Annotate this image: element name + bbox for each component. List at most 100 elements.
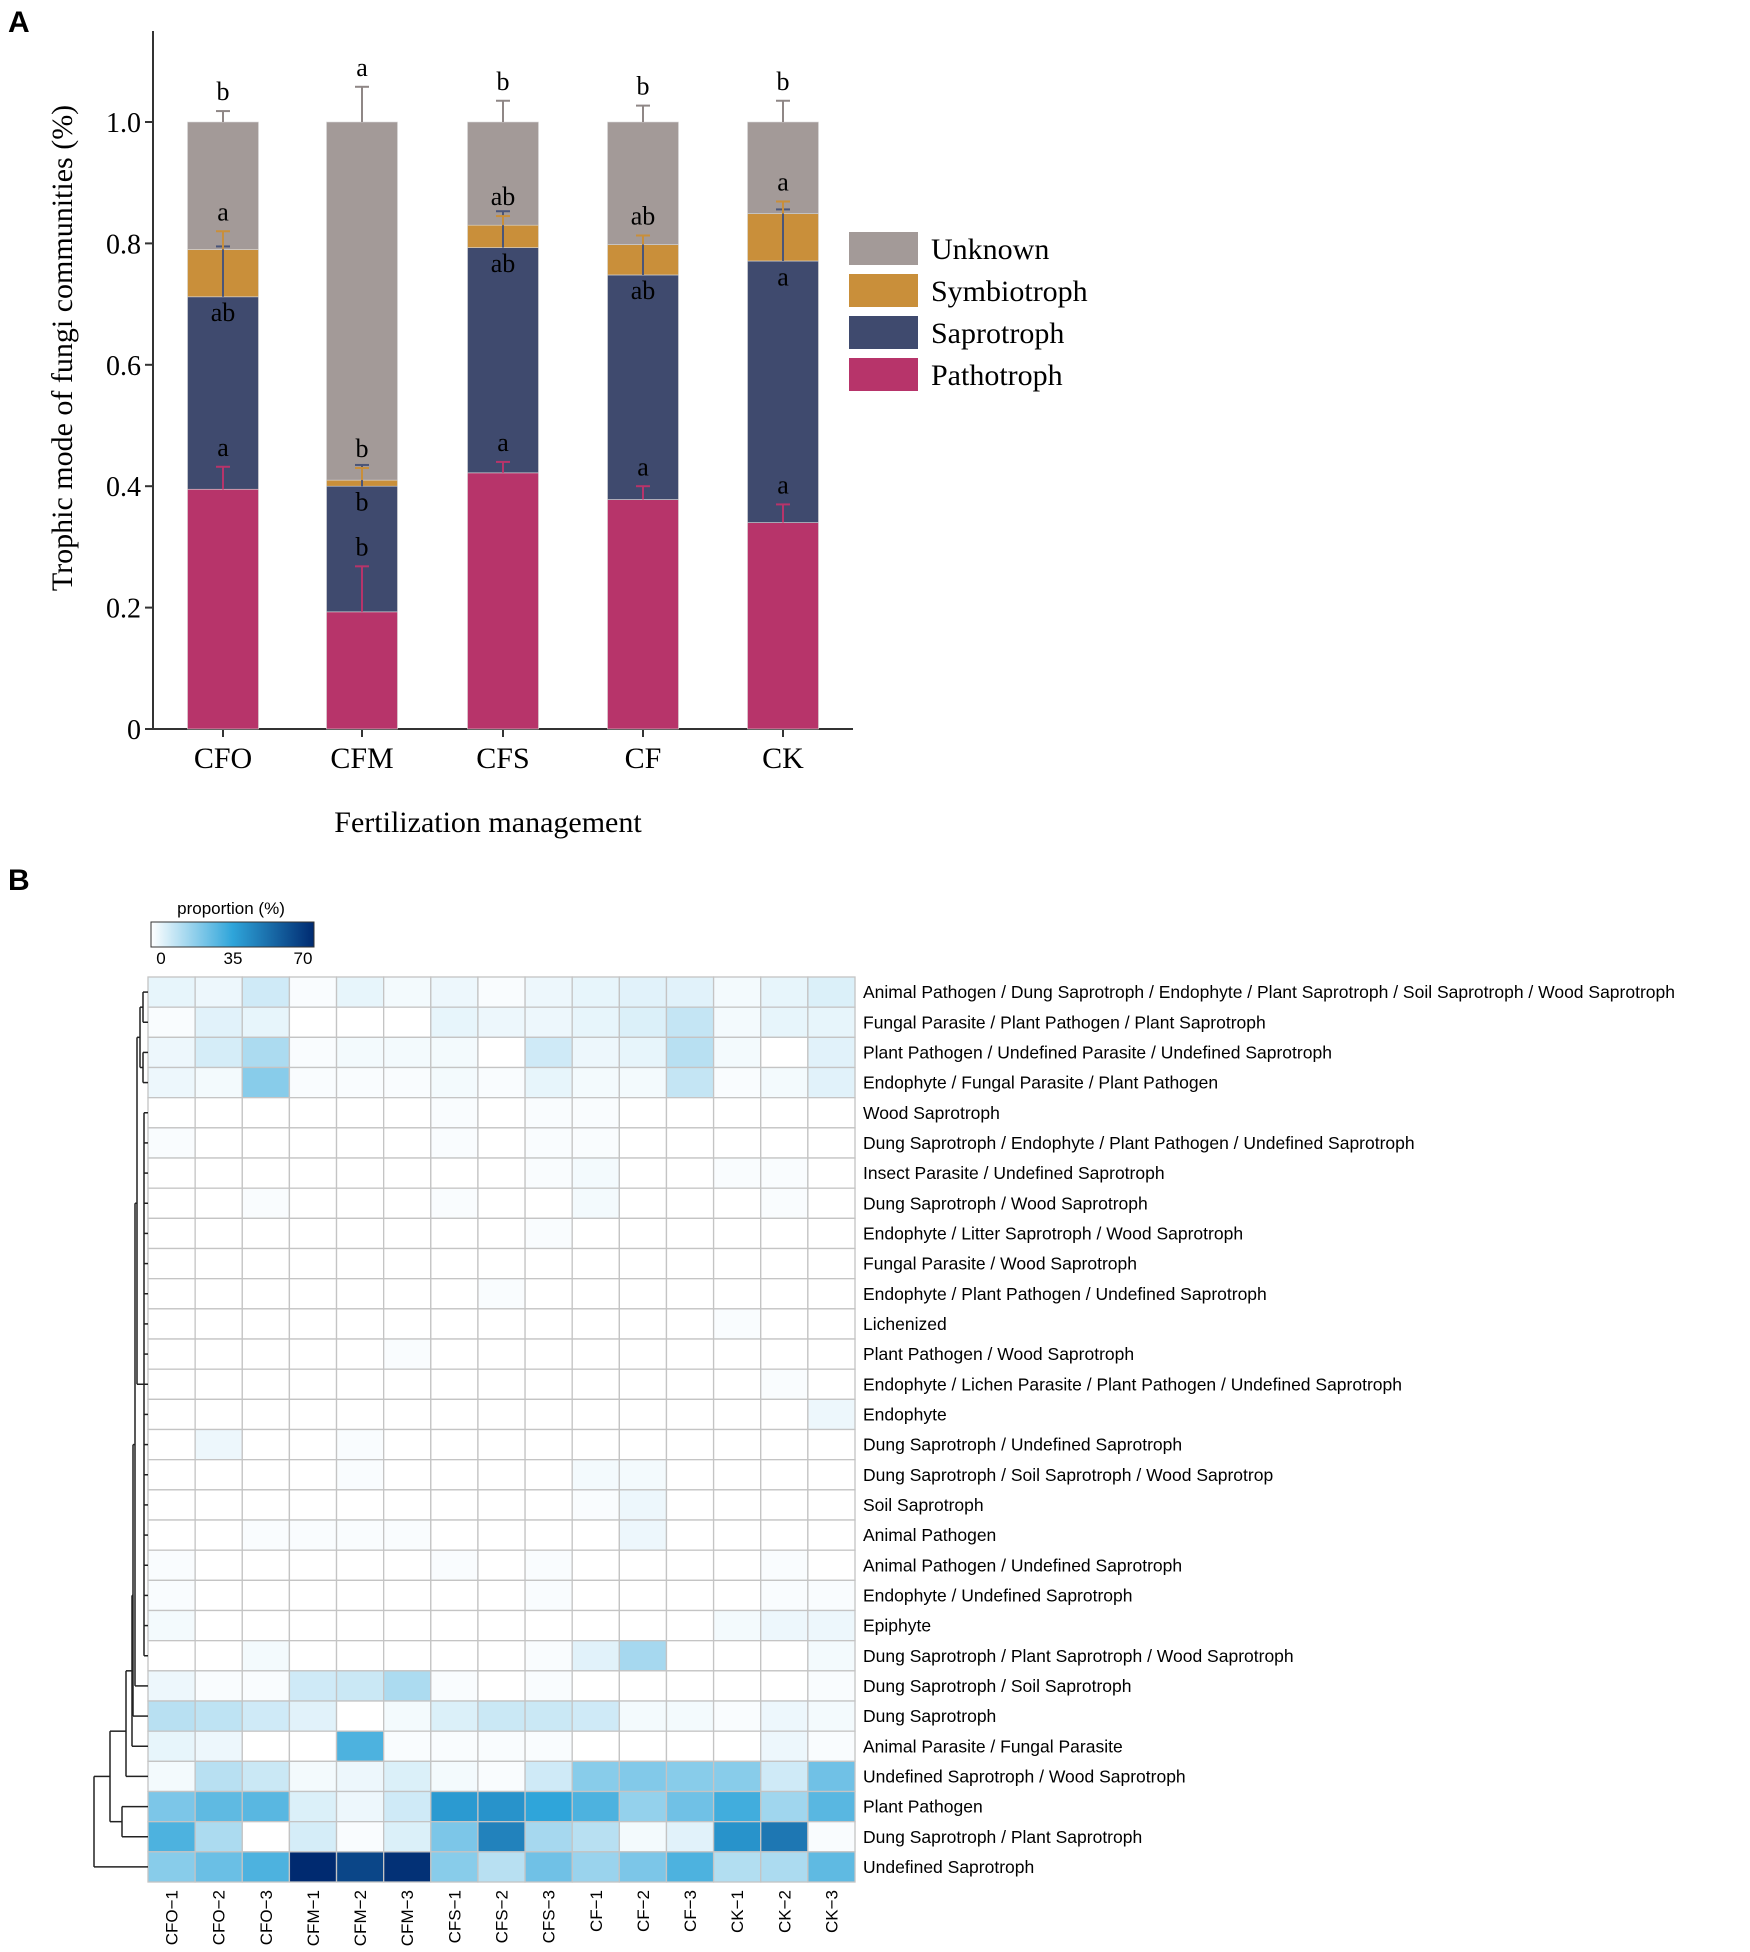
heatmap-cell [760, 1640, 809, 1672]
heatmap-cell [807, 1640, 856, 1672]
heatmap-cell [712, 1428, 762, 1461]
heatmap-cell [807, 1308, 856, 1340]
heatmap-cell [665, 1247, 715, 1280]
heatmap-cell [571, 1036, 620, 1069]
heatmap-cell [807, 976, 856, 1008]
heatmap-cell [241, 976, 291, 1008]
row-label: Dung Saprotroph / Endophyte / Plant Path… [863, 1133, 1415, 1153]
heatmap-cell [524, 1187, 573, 1219]
heatmap-cell [194, 1006, 243, 1038]
heatmap-cell [712, 1609, 762, 1642]
heatmap-cell [524, 1066, 573, 1099]
heatmap-cell [712, 1217, 762, 1250]
heatmap-cell [524, 1428, 573, 1461]
heatmap-cell [241, 1851, 291, 1883]
heatmap-cell [147, 1459, 196, 1491]
heatmap-cell [477, 1428, 526, 1461]
colorbar [150, 921, 315, 948]
y-tick-label: 0.4 [106, 472, 141, 503]
heatmap-cell [524, 1217, 573, 1250]
heatmap-cell [571, 976, 620, 1008]
heatmap-cell [760, 1609, 809, 1642]
heatmap-cell [477, 1459, 526, 1491]
colorbar-tick-label: 70 [294, 949, 313, 968]
heatmap-cell [760, 1730, 809, 1762]
heatmap-cell [665, 976, 715, 1008]
heatmap-cell [383, 1308, 432, 1340]
heatmap-cell [147, 1640, 196, 1672]
heatmap-cell [335, 1398, 385, 1431]
heatmap-cell [807, 1247, 856, 1280]
significance-letter: a [777, 262, 789, 291]
heatmap-cell [712, 1760, 762, 1793]
heatmap-cell [430, 1760, 479, 1793]
heatmap-cell [665, 1489, 715, 1521]
heatmap-cell [618, 1187, 668, 1219]
heatmap-cell [335, 1549, 385, 1581]
heatmap-cell [430, 1790, 479, 1823]
heatmap-cell [807, 1036, 856, 1069]
heatmap-cell [618, 1247, 668, 1280]
heatmap-cell [288, 1851, 338, 1883]
heatmap-cell [665, 1519, 715, 1551]
heatmap-cell [147, 1066, 196, 1099]
heatmap-cell [335, 1308, 385, 1340]
heatmap-cell [712, 1549, 762, 1581]
heatmap-cell [241, 1127, 291, 1159]
heatmap-cell [571, 1368, 620, 1400]
heatmap-cell [335, 1670, 385, 1702]
row-label: Endophyte / Litter Saprotroph / Wood Sap… [863, 1223, 1243, 1243]
heatmap-cell [665, 1609, 715, 1642]
heatmap-cell [241, 1700, 291, 1732]
heatmap-cell [807, 1549, 856, 1581]
heatmap-cell [477, 1700, 526, 1732]
heatmap-cell [665, 1790, 715, 1823]
row-label: Dung Saprotroph / Wood Saprotroph [863, 1193, 1148, 1213]
heatmap-cell [618, 1790, 668, 1823]
heatmap-cell [477, 1760, 526, 1793]
heatmap-cell [524, 1338, 573, 1370]
heatmap-cell [618, 1428, 668, 1461]
heatmap-cell [618, 1368, 668, 1400]
heatmap-cell [665, 1851, 715, 1883]
row-label: Fungal Parasite / Wood Saprotroph [863, 1254, 1137, 1274]
heatmap-cell [665, 1217, 715, 1250]
heatmap-cell [618, 1097, 668, 1129]
heatmap-cell [147, 1036, 196, 1069]
heatmap-cell [571, 1489, 620, 1521]
heatmap-cell [665, 1187, 715, 1219]
heatmap-cell [524, 1398, 573, 1431]
heatmap-cell [760, 1247, 809, 1280]
heatmap-cell [760, 1398, 809, 1431]
heatmap-cell [618, 1730, 668, 1762]
heatmap-cell [665, 1036, 715, 1069]
heatmap-cell [288, 976, 338, 1008]
heatmap-cell [712, 976, 762, 1008]
heatmap-cell [383, 1790, 432, 1823]
heatmap-cell [147, 1519, 196, 1551]
heatmap-cell [524, 1006, 573, 1038]
heatmap-cell [477, 1609, 526, 1642]
colorbar-title: proportion (%) [177, 899, 285, 918]
bar-segment-unknown [326, 121, 398, 481]
heatmap-cell [288, 1790, 338, 1823]
heatmap-cell [194, 1187, 243, 1219]
heatmap-cell [335, 1157, 385, 1189]
row-label: Lichenized [863, 1314, 947, 1334]
heatmap-cell [618, 1609, 668, 1642]
heatmap-cell [477, 1066, 526, 1099]
heatmap-cell [524, 1579, 573, 1612]
heatmap-cell [288, 1097, 338, 1129]
heatmap-cell [477, 1187, 526, 1219]
heatmap-cell [335, 1097, 385, 1129]
heatmap-cell [241, 1338, 291, 1370]
heatmap-cell [147, 1308, 196, 1340]
bar-segment-saprotroph [607, 274, 679, 500]
heatmap-cell [147, 1760, 196, 1793]
legend-label: Saprotroph [931, 317, 1064, 350]
heatmap-cell [147, 1338, 196, 1370]
heatmap-cell [383, 1217, 432, 1250]
y-tick-label: 0.8 [106, 229, 141, 260]
heatmap-cell [524, 1821, 573, 1853]
significance-letter: ab [211, 298, 236, 327]
